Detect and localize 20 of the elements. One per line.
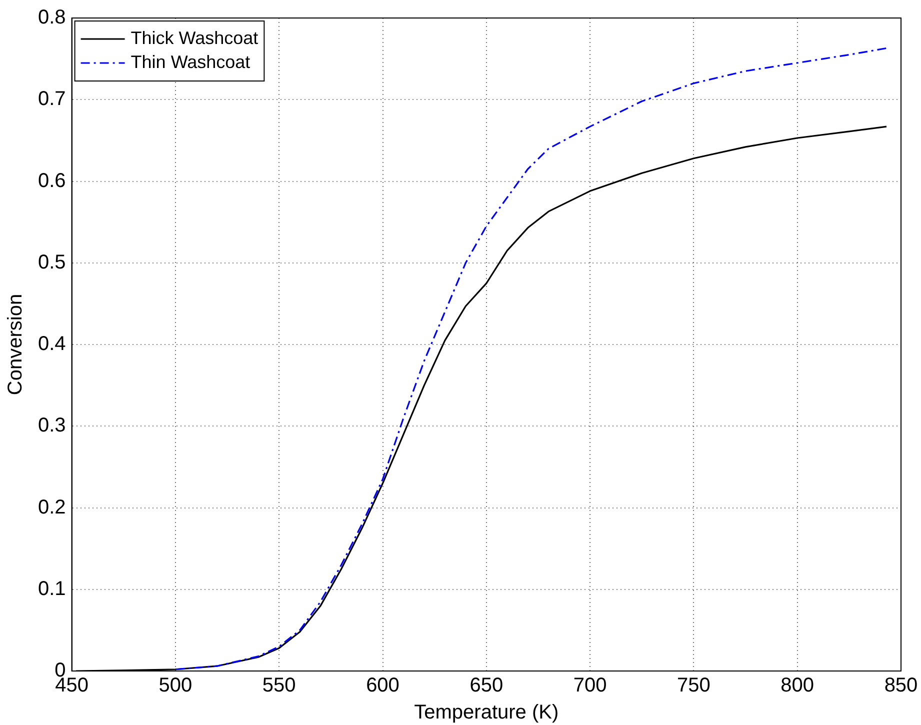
y-tick-label: 0.5 <box>38 251 66 274</box>
y-tick-label: 0.6 <box>38 170 66 192</box>
x-tick-label: 800 <box>780 674 814 697</box>
legend-label: Thick Washcoat <box>130 28 258 48</box>
y-tick-label: 0.1 <box>38 578 66 600</box>
x-tick-label: 550 <box>262 674 296 697</box>
x-tick-label: 750 <box>677 674 710 697</box>
y-tick-label: 0.7 <box>38 88 66 110</box>
x-tick-label: 850 <box>884 674 918 697</box>
legend-label: Thin Washcoat <box>130 52 250 72</box>
x-axis-title: Temperature (K) <box>414 702 559 724</box>
y-tick-label: 0.8 <box>38 6 66 29</box>
y-tick-label: 0.3 <box>38 414 66 437</box>
y-axis-title: Conversion <box>4 294 27 396</box>
x-tick-label: 650 <box>470 674 504 697</box>
x-tick-label: 700 <box>573 674 607 697</box>
y-tick-label: 0.2 <box>38 496 66 518</box>
x-tick-label: 500 <box>158 674 192 697</box>
y-tick-label: 0.4 <box>38 333 66 356</box>
x-tick-label: 600 <box>366 674 400 697</box>
